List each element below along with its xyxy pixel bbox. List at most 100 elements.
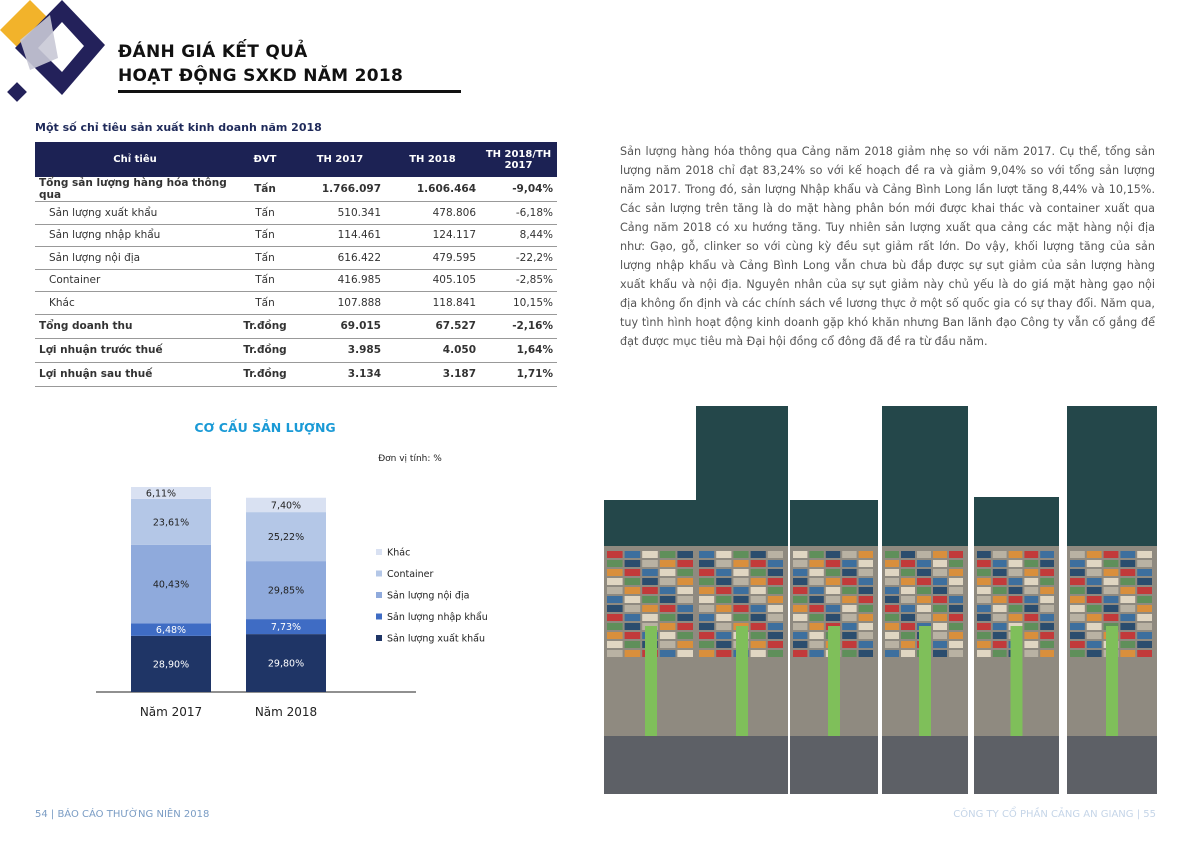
photo-container xyxy=(1070,641,1085,648)
photo-container xyxy=(699,650,715,657)
photo-container xyxy=(885,623,899,630)
photo-container xyxy=(1120,560,1136,567)
photo-container xyxy=(659,596,676,603)
photo-container xyxy=(825,569,841,576)
value-label: 7,73% xyxy=(271,622,301,633)
photo-container xyxy=(901,596,915,603)
photo-container xyxy=(733,614,749,621)
photo-container xyxy=(1120,641,1136,648)
table-header: Chỉ tiêu ĐVT TH 2017 TH 2018 TH 2018/TH 2017 xyxy=(35,142,557,177)
photo-container xyxy=(677,569,693,576)
table-cell: 8,44% xyxy=(480,224,557,247)
photo-container xyxy=(949,551,963,558)
table-row: Sản lượng nội địa Tấn 616.422 479.595 -22,2% xyxy=(35,246,557,270)
photo-container xyxy=(659,605,676,612)
photo-container xyxy=(624,614,641,621)
photo-container xyxy=(624,560,641,567)
photo-container xyxy=(1008,569,1023,576)
legend-swatch xyxy=(376,635,382,641)
photo-container xyxy=(809,578,824,585)
photo-container xyxy=(716,632,732,639)
photo-road xyxy=(790,736,878,794)
photo-container xyxy=(750,578,766,585)
table-row: Sản lượng xuất khẩu Tấn 510.341 478.806 -6,1… xyxy=(35,201,557,225)
bar-segment xyxy=(246,512,326,562)
legend-label: Khác xyxy=(387,548,410,559)
photo-container xyxy=(677,560,693,567)
photo-container xyxy=(607,587,623,594)
column-header: Chỉ tiêu xyxy=(35,142,235,177)
photo-container xyxy=(659,560,676,567)
photo-container xyxy=(659,641,676,648)
photo-container xyxy=(1024,587,1039,594)
photo-container xyxy=(1040,596,1054,603)
photo-container xyxy=(933,596,947,603)
photo-container xyxy=(1070,614,1085,621)
photo-container xyxy=(977,569,991,576)
chart-title: CƠ CẤU SẢN LƯỢNG xyxy=(194,418,335,435)
photo-container xyxy=(1008,560,1023,567)
x-tick-label: Năm 2018 xyxy=(255,705,317,719)
photo-crane xyxy=(1106,626,1118,736)
photo-road xyxy=(974,736,1059,794)
photo-container xyxy=(642,614,658,621)
photo-container xyxy=(607,569,623,576)
photo-container xyxy=(858,596,873,603)
photo-container xyxy=(793,596,808,603)
photo-container xyxy=(842,650,857,657)
photo-container xyxy=(793,569,808,576)
photo-container xyxy=(917,578,931,585)
photo-container xyxy=(677,641,693,648)
photo-container xyxy=(793,614,808,621)
photo-container xyxy=(1040,632,1054,639)
photo-container xyxy=(1040,605,1054,612)
table-cell: Lợi nhuận sau thuế xyxy=(35,362,235,387)
table-cell: 405.105 xyxy=(385,269,480,292)
photo-container xyxy=(858,641,873,648)
photo-container xyxy=(949,632,963,639)
table-cell: 114.461 xyxy=(295,224,385,247)
photo-container xyxy=(949,641,963,648)
photo-container xyxy=(977,560,991,567)
photo-container xyxy=(1024,614,1039,621)
photo-container xyxy=(933,605,947,612)
photo-container xyxy=(733,578,749,585)
photo-container xyxy=(793,560,808,567)
photo-container xyxy=(977,614,991,621)
photo-container xyxy=(677,614,693,621)
photo-container xyxy=(1024,569,1039,576)
table-cell: Tấn xyxy=(235,269,295,292)
table-cell: 479.595 xyxy=(385,246,480,270)
photo-container xyxy=(1070,596,1085,603)
photo-container xyxy=(858,560,873,567)
photo-container xyxy=(977,587,991,594)
photo-container xyxy=(750,596,766,603)
photo-container xyxy=(842,623,857,630)
chart-unit: Đơn vị tính: % xyxy=(378,454,442,464)
photo-container xyxy=(716,569,732,576)
photo-road xyxy=(882,736,968,794)
photo-container xyxy=(1070,632,1085,639)
photo-container xyxy=(809,587,824,594)
photo-container xyxy=(1120,596,1136,603)
photo-container xyxy=(933,641,947,648)
photo-container xyxy=(716,560,732,567)
photo-container xyxy=(949,569,963,576)
photo-container xyxy=(1137,596,1152,603)
photo-container xyxy=(933,632,947,639)
photo-container xyxy=(901,551,915,558)
photo-container xyxy=(842,551,857,558)
kpi-table: Chỉ tiêu ĐVT TH 2017 TH 2018 TH 2018/TH 2017… xyxy=(35,142,557,387)
photo-container xyxy=(1086,560,1102,567)
photo-container xyxy=(1008,587,1023,594)
photo-container xyxy=(642,578,658,585)
photo-container xyxy=(842,614,857,621)
photo-container xyxy=(992,587,1007,594)
photo-container xyxy=(733,596,749,603)
table-cell: Lợi nhuận trước thuế xyxy=(35,338,235,363)
photo-container xyxy=(750,551,766,558)
photo-container xyxy=(624,578,641,585)
photo-container xyxy=(1024,605,1039,612)
legend-label: Sản lượng xuất khẩu xyxy=(387,634,485,645)
photo-container xyxy=(750,641,766,648)
